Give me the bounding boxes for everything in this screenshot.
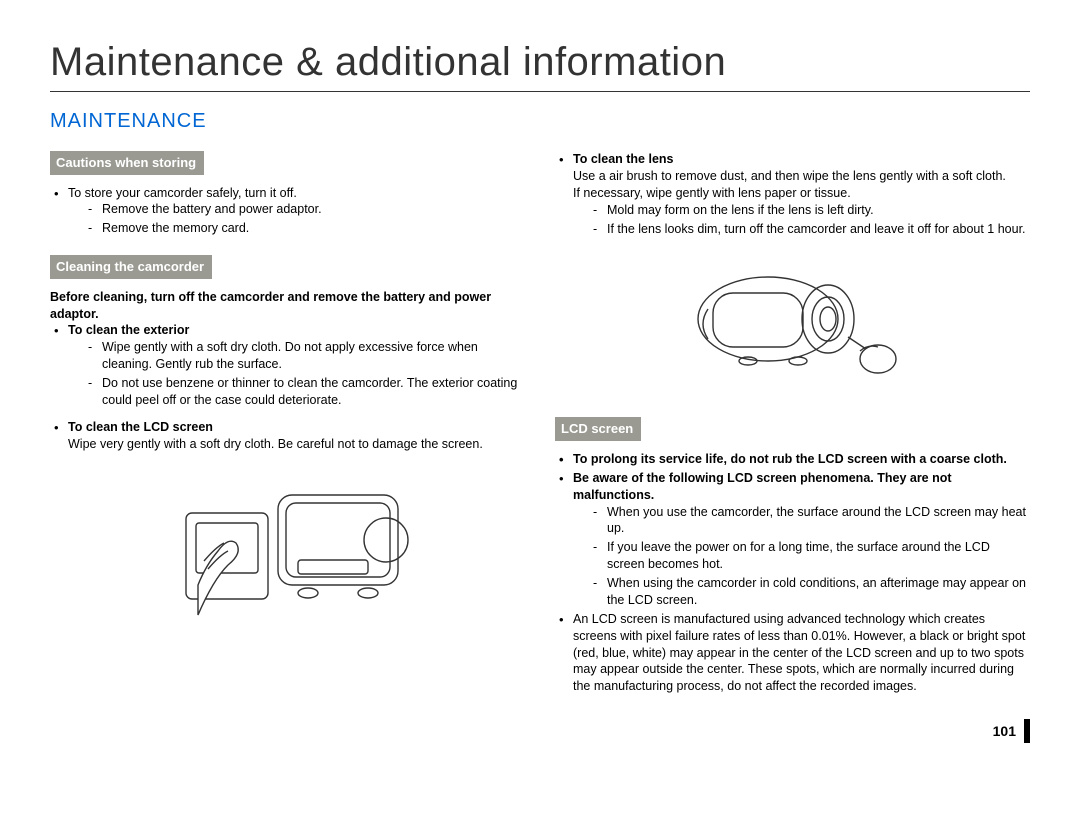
cautions-block: Cautions when storing To store your camc…: [50, 151, 525, 237]
lens-block: To clean the lens Use a air brush to rem…: [555, 151, 1030, 399]
list-item: When using the camcorder in cold conditi…: [591, 575, 1030, 609]
list-item: Remove the battery and power adaptor.: [86, 201, 525, 218]
page-number: 101: [993, 719, 1030, 743]
right-column: To clean the lens Use a air brush to rem…: [555, 151, 1030, 713]
list-item: If you leave the power on for a long tim…: [591, 539, 1030, 573]
lens-blower-illustration: [678, 249, 908, 399]
bullet-title: To clean the exterior: [68, 323, 189, 337]
cleaning-intro: Before cleaning, turn off the camcorder …: [50, 289, 525, 323]
list-item: To clean the exterior Wipe gently with a…: [50, 322, 525, 408]
section-title: MAINTENANCE: [50, 110, 1030, 133]
list-item: Wipe gently with a soft dry cloth. Do no…: [86, 339, 525, 373]
cleaning-block: Cleaning the camcorder Before cleaning, …: [50, 255, 525, 654]
lcd-block: LCD screen To prolong its service life, …: [555, 417, 1030, 695]
list-item: To prolong its service life, do not rub …: [555, 451, 1030, 468]
list-item: To clean the LCD screen Wipe very gently…: [50, 419, 525, 453]
sub-heading-lcd: LCD screen: [555, 417, 641, 441]
list-item: Remove the memory card.: [86, 220, 525, 237]
list-item: Be aware of the following LCD screen phe…: [555, 470, 1030, 609]
bullet-title: To clean the lens: [573, 152, 674, 166]
page-title: Maintenance & additional information: [50, 40, 1030, 92]
sub-heading-cleaning: Cleaning the camcorder: [50, 255, 212, 279]
bullet-title: To clean the LCD screen: [68, 420, 213, 434]
list-item: An LCD screen is manufactured using adva…: [555, 611, 1030, 695]
list-item: If the lens looks dim, turn off the camc…: [591, 221, 1030, 238]
bullet-text: Wipe very gently with a soft dry cloth. …: [68, 437, 483, 451]
left-column: Cautions when storing To store your camc…: [50, 151, 525, 713]
list-item: Mold may form on the lens if the lens is…: [591, 202, 1030, 219]
content-columns: Cautions when storing To store your camc…: [50, 151, 1030, 713]
sub-heading-cautions: Cautions when storing: [50, 151, 204, 175]
bullet-text: If necessary, wipe gently with lens pape…: [573, 186, 851, 200]
list-item: To clean the lens Use a air brush to rem…: [555, 151, 1030, 237]
bullet-text: Use a air brush to remove dust, and then…: [573, 169, 1006, 183]
list-item: When you use the camcorder, the surface …: [591, 504, 1030, 538]
lcd-cleaning-illustration: [158, 465, 418, 655]
list-item: Do not use benzene or thinner to clean t…: [86, 375, 525, 409]
list-item: To store your camcorder safely, turn it …: [50, 185, 525, 238]
bullet-text: To store your camcorder safely, turn it …: [68, 186, 297, 200]
bullet-text: Be aware of the following LCD screen phe…: [573, 471, 952, 502]
